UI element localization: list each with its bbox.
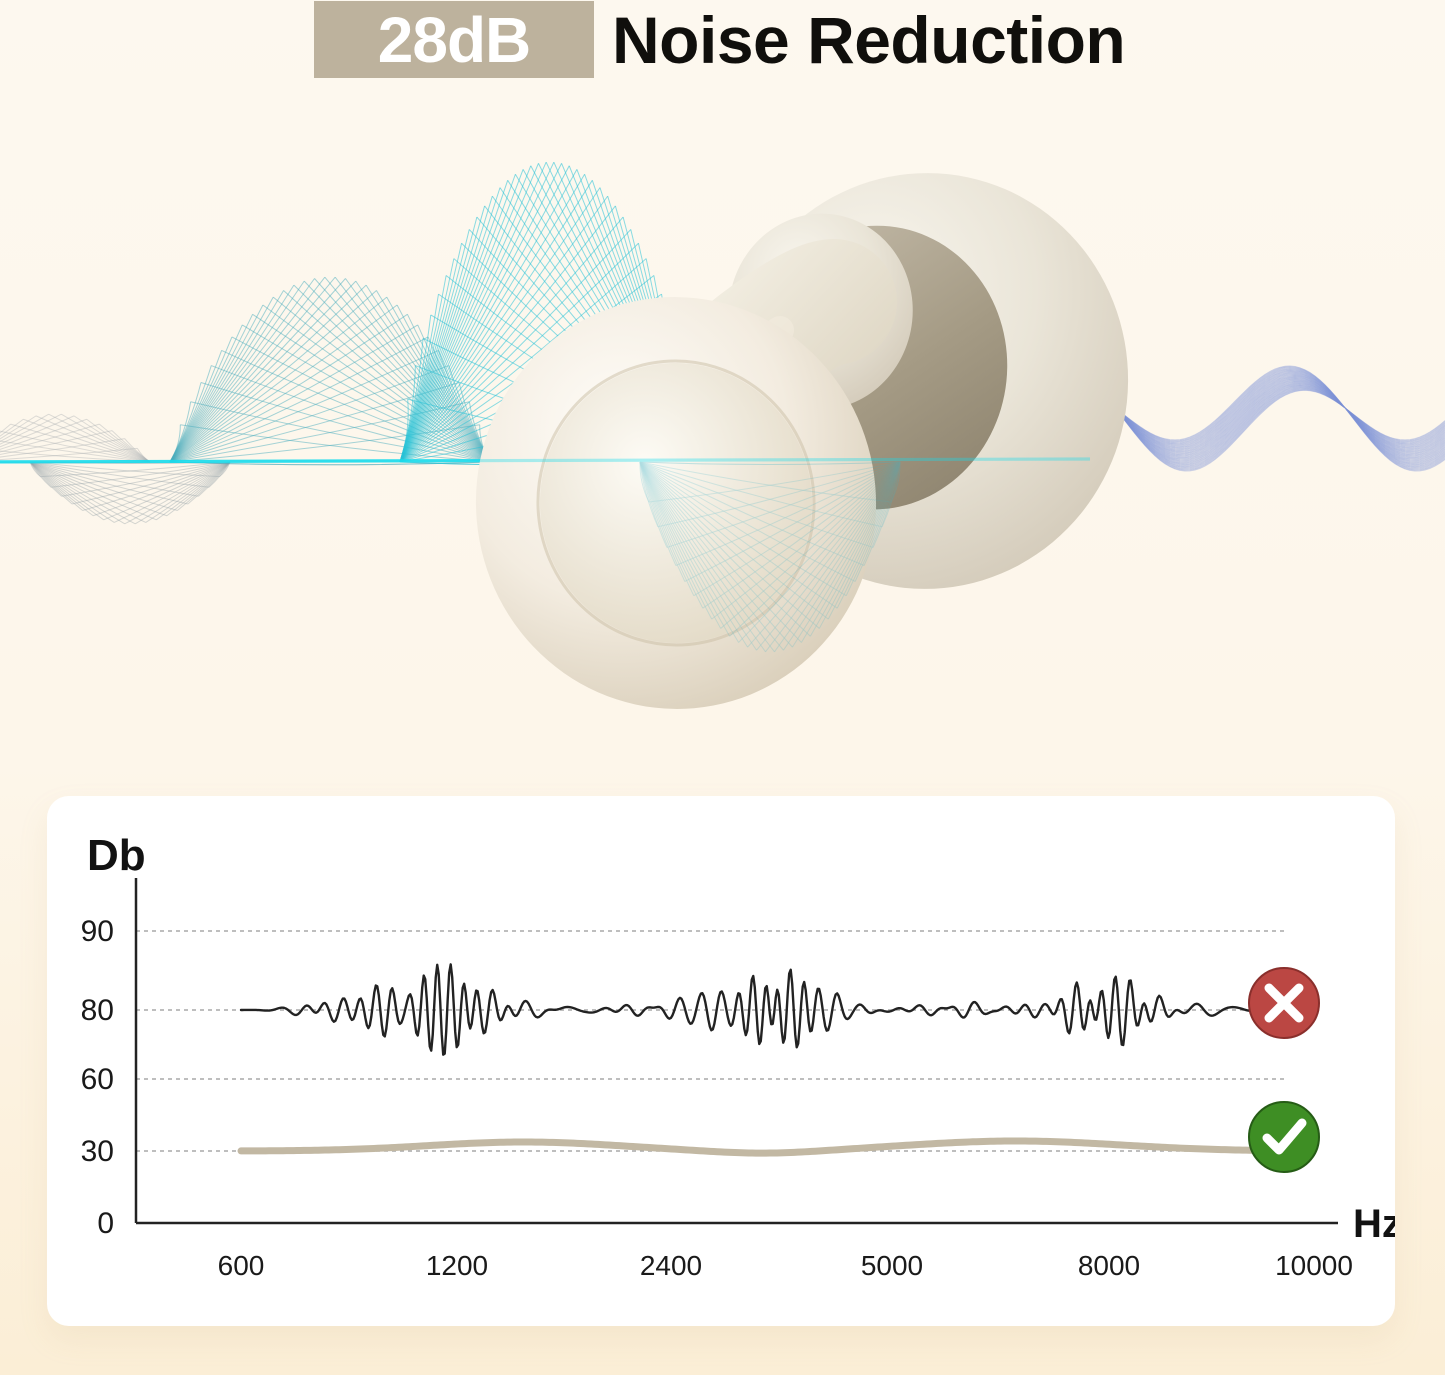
- svg-text:2400: 2400: [640, 1250, 702, 1281]
- svg-text:5000: 5000: [861, 1250, 923, 1281]
- svg-text:10000: 10000: [1275, 1250, 1353, 1281]
- svg-text:600: 600: [218, 1250, 265, 1281]
- svg-text:Hz: Hz: [1353, 1202, 1395, 1246]
- svg-text:60: 60: [81, 1063, 114, 1096]
- svg-text:0: 0: [97, 1207, 114, 1240]
- svg-text:30: 30: [81, 1135, 114, 1168]
- svg-text:90: 90: [81, 915, 114, 948]
- svg-text:1200: 1200: [426, 1250, 488, 1281]
- svg-text:8000: 8000: [1078, 1250, 1140, 1281]
- svg-text:80: 80: [81, 994, 114, 1027]
